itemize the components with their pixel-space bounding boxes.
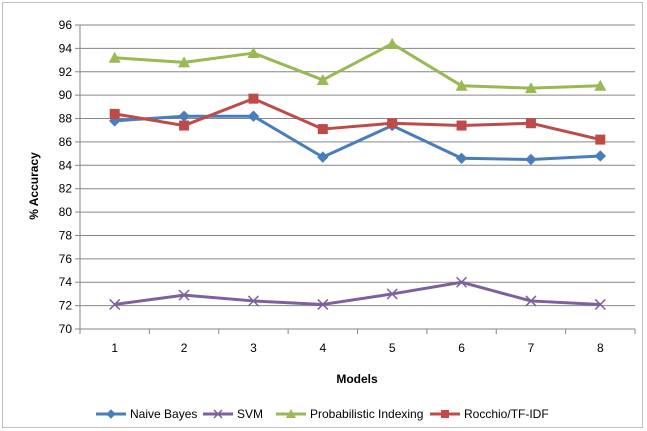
x-tick-label: 8 <box>597 341 604 355</box>
y-tick-label: 92 <box>59 65 73 79</box>
y-tick-label: 94 <box>59 41 73 55</box>
legend-label: Rocchio/TF-IDF <box>464 407 549 421</box>
legend-item: Probabilistic Indexing <box>276 407 423 421</box>
legend-label: SVM <box>237 407 263 421</box>
x-tick-label: 1 <box>111 341 118 355</box>
data-point <box>594 298 606 310</box>
data-point <box>525 295 537 307</box>
data-point <box>386 37 399 49</box>
series-rocchio-tf-idf <box>109 93 606 145</box>
y-tick-label: 86 <box>59 135 73 149</box>
data-point <box>455 152 468 164</box>
legend: Naive Bayes SVM Probabilistic Indexing Rocc… <box>96 407 549 421</box>
data-point <box>387 118 398 129</box>
x-tick-label: 7 <box>528 341 535 355</box>
series-naive-bayes <box>108 110 607 166</box>
data-point <box>247 110 260 122</box>
series-line <box>114 97 601 142</box>
data-point <box>524 82 537 94</box>
data-point <box>178 110 190 122</box>
y-tick-label: 70 <box>59 322 73 336</box>
data-point <box>525 153 537 166</box>
y-tick-label: 78 <box>59 228 73 242</box>
data-point <box>178 289 190 301</box>
series-line <box>114 280 601 306</box>
data-point <box>286 409 296 418</box>
legend-label: Naive Bayes <box>130 407 197 421</box>
y-tick-label: 74 <box>59 275 73 289</box>
data-point <box>248 93 259 104</box>
y-tick-label: 88 <box>59 112 73 126</box>
x-tick-label: 5 <box>389 341 396 355</box>
x-tick-label: 4 <box>319 341 326 355</box>
series-line <box>114 42 601 90</box>
series-probabilistic-indexing <box>108 37 607 94</box>
y-tick-labels: 70 72 74 76 78 80 82 84 86 88 90 92 94 96 <box>59 18 73 336</box>
y-tick-label: 96 <box>59 18 73 32</box>
data-point <box>317 298 329 310</box>
data-point <box>317 151 329 163</box>
data-point <box>109 108 120 119</box>
y-tick-label: 84 <box>59 158 73 172</box>
legend-item: Naive Bayes <box>96 407 197 421</box>
data-point <box>594 79 607 91</box>
y-tick-label: 80 <box>59 205 73 219</box>
axes <box>79 25 636 334</box>
data-point <box>178 56 191 68</box>
x-tick-labels: 1 2 3 4 5 6 7 8 <box>111 341 604 355</box>
data-point <box>317 124 328 135</box>
data-point <box>316 73 329 85</box>
y-axis-title: % Accuracy <box>27 152 41 220</box>
data-point <box>109 298 121 310</box>
legend-item: Rocchio/TF-IDF <box>430 407 549 421</box>
data-point <box>456 120 467 131</box>
series-svm <box>109 276 606 310</box>
y-tick-label: 82 <box>59 182 73 196</box>
data-point <box>595 134 606 145</box>
data-point <box>441 410 449 418</box>
y-tick-label: 72 <box>59 299 73 313</box>
data-point <box>455 79 468 91</box>
legend-item: SVM <box>203 407 263 421</box>
data-point <box>108 51 121 63</box>
y-tick-label: 90 <box>59 88 73 102</box>
data-point <box>247 295 259 307</box>
data-point <box>247 47 260 59</box>
x-tick-label: 3 <box>250 341 257 355</box>
series-group <box>108 37 607 310</box>
x-tick-label: 6 <box>458 341 465 355</box>
x-axis-title: Models <box>336 372 378 386</box>
legend-label: Probabilistic Indexing <box>310 407 423 421</box>
data-point <box>594 150 607 162</box>
data-point <box>106 409 116 419</box>
grid-lines <box>75 24 635 330</box>
data-point <box>213 409 223 419</box>
data-point <box>179 120 190 131</box>
chart-frame <box>2 2 643 428</box>
series-line <box>114 114 601 161</box>
data-point <box>386 288 398 300</box>
y-tick-label: 76 <box>59 252 73 266</box>
data-point <box>525 118 536 129</box>
data-point <box>456 276 468 288</box>
x-tick-label: 2 <box>181 341 188 355</box>
